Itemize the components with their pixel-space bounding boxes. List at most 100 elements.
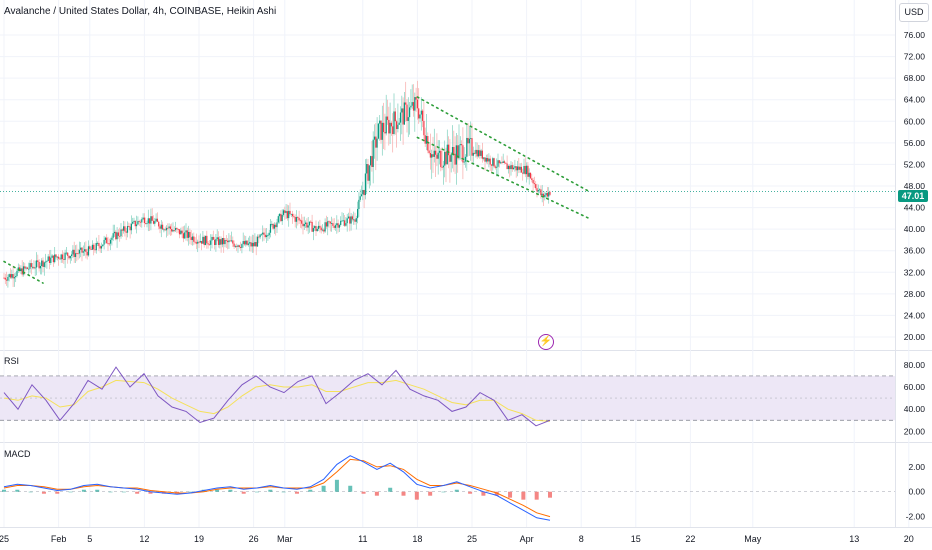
candle: [472, 152, 474, 156]
candle: [208, 244, 210, 246]
candle: [362, 189, 364, 195]
candle: [449, 155, 451, 162]
candle: [64, 252, 66, 260]
candle: [476, 149, 478, 157]
candle: [51, 255, 53, 258]
candle: [490, 164, 493, 166]
histogram-bar: [388, 487, 393, 492]
price-tick-label: 76.00: [904, 30, 926, 40]
candle: [488, 158, 490, 162]
candle: [181, 230, 183, 234]
candle: [214, 239, 216, 245]
symbol-title[interactable]: Avalanche / United States Dollar, 4h, CO…: [4, 6, 277, 17]
currency-button[interactable]: USD: [899, 3, 929, 22]
candle: [159, 226, 161, 229]
candle: [320, 227, 322, 231]
candle: [217, 237, 220, 245]
candle: [516, 166, 519, 171]
candle: [189, 231, 191, 238]
candle: [451, 147, 454, 155]
histogram-bar: [81, 489, 86, 492]
candle: [293, 216, 295, 218]
candle: [432, 154, 434, 157]
candle: [386, 116, 389, 120]
time-tick-label: 13: [849, 534, 859, 544]
candle: [294, 217, 296, 222]
candle: [328, 221, 330, 223]
candle: [29, 263, 31, 269]
candle: [388, 119, 390, 134]
candle: [355, 218, 357, 222]
candle: [462, 145, 464, 163]
candle: [519, 166, 521, 170]
candle: [28, 268, 30, 270]
candle: [267, 235, 269, 237]
price-tick-label: 28.00: [904, 289, 926, 299]
price-tick-label: 64.00: [904, 95, 926, 105]
time-tick-label: 15: [631, 534, 641, 544]
candle: [21, 268, 23, 275]
time-tick-label: 12: [139, 534, 149, 544]
candle: [454, 153, 456, 165]
candle: [273, 224, 275, 229]
candle: [30, 263, 32, 267]
candle: [151, 216, 153, 221]
candle: [329, 221, 331, 224]
candle: [113, 231, 116, 234]
candle: [154, 221, 156, 224]
candle: [81, 247, 83, 253]
time-tick-label: 22: [685, 534, 695, 544]
price-tick-label: 36.00: [904, 246, 926, 256]
candle: [423, 120, 425, 136]
macd-pane-label[interactable]: MACD: [4, 449, 31, 459]
candle: [230, 240, 233, 242]
macd-signal-line: [3, 458, 551, 518]
macd-tick-label: -2.00: [906, 512, 926, 522]
rsi-pane-label[interactable]: RSI: [4, 356, 20, 366]
candle: [112, 233, 114, 238]
candle: [178, 229, 181, 235]
candle: [149, 218, 151, 224]
candle: [171, 228, 173, 232]
candle: [393, 111, 395, 134]
candle: [115, 231, 117, 240]
candle: [99, 246, 101, 249]
candle: [186, 230, 188, 238]
candle: [201, 241, 203, 244]
candle: [241, 244, 243, 248]
candle: [368, 165, 370, 181]
candle: [357, 208, 359, 219]
histogram-bar: [41, 491, 46, 494]
candle: [484, 157, 486, 162]
candle: [332, 223, 334, 226]
candle: [272, 223, 274, 229]
candle: [358, 199, 360, 209]
candle: [158, 221, 160, 227]
lightning-alert-icon[interactable]: ⚡: [538, 334, 554, 350]
candle: [7, 276, 9, 281]
candle: [100, 246, 103, 249]
time-tick-label: 25: [0, 534, 9, 544]
histogram-bar: [468, 491, 473, 494]
candle: [483, 157, 485, 159]
candle: [253, 242, 255, 247]
candle: [80, 247, 82, 250]
histogram-bar: [308, 489, 313, 492]
histogram-bar: [441, 491, 446, 493]
histogram-bar: [121, 491, 126, 493]
candle: [163, 229, 165, 231]
candle: [199, 241, 201, 243]
candle: [4, 277, 6, 280]
histogram-bar: [321, 485, 326, 492]
histogram-bar: [228, 489, 233, 492]
candle: [350, 216, 352, 224]
rsi-tick-label: 20.00: [904, 426, 926, 436]
candle: [394, 111, 396, 122]
candle: [9, 274, 12, 278]
candle: [371, 156, 373, 167]
candle: [435, 150, 437, 155]
candle: [334, 225, 337, 228]
candle: [207, 243, 209, 245]
candle: [219, 239, 221, 245]
